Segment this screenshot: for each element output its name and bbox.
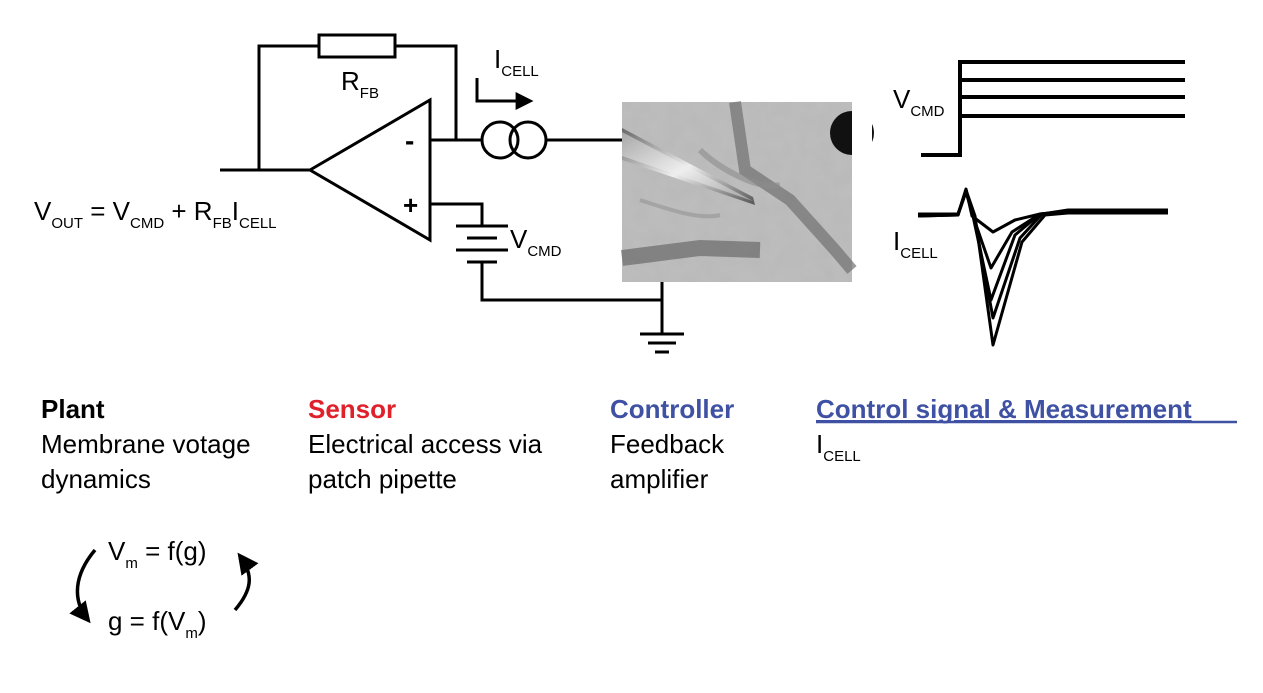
sensor-line-1: Electrical access via <box>308 429 543 459</box>
feedback-loop: Vm = f(g) g = f(Vm) <box>69 536 259 642</box>
current-trace <box>918 189 1168 320</box>
amplifier-circuit <box>220 33 684 354</box>
battery-label: VCMD <box>510 224 562 260</box>
controller-column: Controller Feedback amplifier <box>610 394 734 494</box>
plant-line-1: Membrane votage <box>41 429 251 459</box>
feedback-resistor-label: RFB <box>341 66 379 102</box>
op-amp <box>307 97 432 243</box>
minus-sign: - <box>405 125 414 156</box>
feedback-resistor <box>317 33 397 59</box>
current-source-left-coil <box>480 120 520 160</box>
controller-line-1: Feedback <box>610 429 725 459</box>
loop-equation-1: Vm = f(g) <box>108 536 206 572</box>
feedback-wire <box>257 44 319 170</box>
current-source-right-coil <box>508 120 548 160</box>
current-response-traces <box>917 187 1168 347</box>
current-trace-label: ICELL <box>893 226 938 262</box>
loop-arrow-left <box>69 548 97 624</box>
control-signal-value: ICELL <box>816 429 861 465</box>
controller-line-2: amplifier <box>610 464 709 494</box>
current-trace <box>917 188 1168 302</box>
loop-equation-2: g = f(Vm) <box>108 606 207 642</box>
sensor-heading: Sensor <box>308 394 396 424</box>
control-signal-heading: Control signal & Measurement <box>816 394 1192 424</box>
controller-heading: Controller <box>610 394 734 424</box>
sensor-line-2: patch pipette <box>308 464 457 494</box>
current-trace <box>918 188 1168 347</box>
sensor-column: Sensor Electrical access via patch pipet… <box>308 394 543 494</box>
control-signal-column: Control signal & Measurement ICELL <box>816 394 1237 465</box>
current-label: ICELL <box>494 44 539 80</box>
plant-heading: Plant <box>41 394 105 424</box>
voltage-trace <box>921 60 1185 157</box>
output-equation: VOUT = VCMD + RFBICELL <box>34 196 277 232</box>
plus-input-wire <box>430 202 484 225</box>
plus-sign: + <box>403 190 418 220</box>
plant-column: Plant Membrane votage dynamics <box>41 394 251 494</box>
current-arrow <box>475 78 534 110</box>
plant-line-2: dynamics <box>41 464 151 494</box>
ground-wire <box>480 263 662 302</box>
pipette-micrograph <box>620 101 874 282</box>
current-trace <box>917 190 1168 270</box>
voltage-trace-label: VCMD <box>893 84 945 120</box>
loop-arrow-right <box>233 552 259 612</box>
feedback-wire-right <box>395 44 458 140</box>
voltage-command-traces <box>921 60 1185 157</box>
